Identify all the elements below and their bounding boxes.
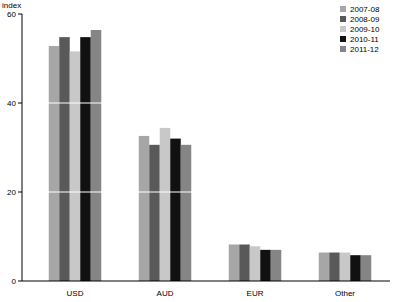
x-tick-label: EUR [247,289,264,298]
bar [271,250,282,281]
bar [239,245,250,281]
bar [170,139,181,281]
bar [260,250,271,281]
legend-label: 2011-12 [350,45,379,54]
bar [149,145,160,281]
bar [59,37,70,281]
legend-label: 2008-09 [350,15,380,24]
bars [49,30,372,281]
bar [319,253,330,281]
y-tick-label: 20 [7,188,16,197]
bar [91,30,102,281]
legend-label: 2010-11 [350,35,379,44]
bar [181,145,192,281]
y-tick [18,14,22,15]
legend: 2007-082008-092009-102010-112011-12 [340,5,380,54]
bar [250,246,261,281]
grid-line [22,14,390,15]
legend-swatch [340,26,346,32]
legend-label: 2009-10 [350,25,380,34]
legend-swatch [340,36,346,42]
bar [340,253,351,281]
bar [160,128,171,281]
bar [139,136,150,281]
grid-line [22,103,390,104]
y-tick-label: 0 [12,277,17,286]
y-axis [22,14,23,281]
bar [350,255,361,281]
bar [329,253,340,281]
y-tick [18,281,22,282]
legend-swatch [340,6,346,12]
y-tick [18,192,22,193]
x-axis [22,281,390,282]
y-tick [18,103,22,104]
legend-label: 2007-08 [350,5,380,14]
x-tick-label: AUD [157,289,174,298]
chart: index USD AUD EUR Other 0 20 40 60 2007-082008-09… [0,0,397,302]
legend-swatch [340,16,346,22]
legend-swatch [340,46,346,52]
bar [70,51,81,281]
x-tick-label: Other [335,289,355,298]
grid-line [22,192,390,193]
bar [49,46,60,281]
y-tick-label: 40 [7,99,16,108]
bar [80,37,91,281]
bar [361,255,372,281]
y-tick-label: 60 [7,10,16,19]
bar [229,245,240,281]
x-tick-label: USD [67,289,84,298]
y-axis-label: index [2,1,21,10]
